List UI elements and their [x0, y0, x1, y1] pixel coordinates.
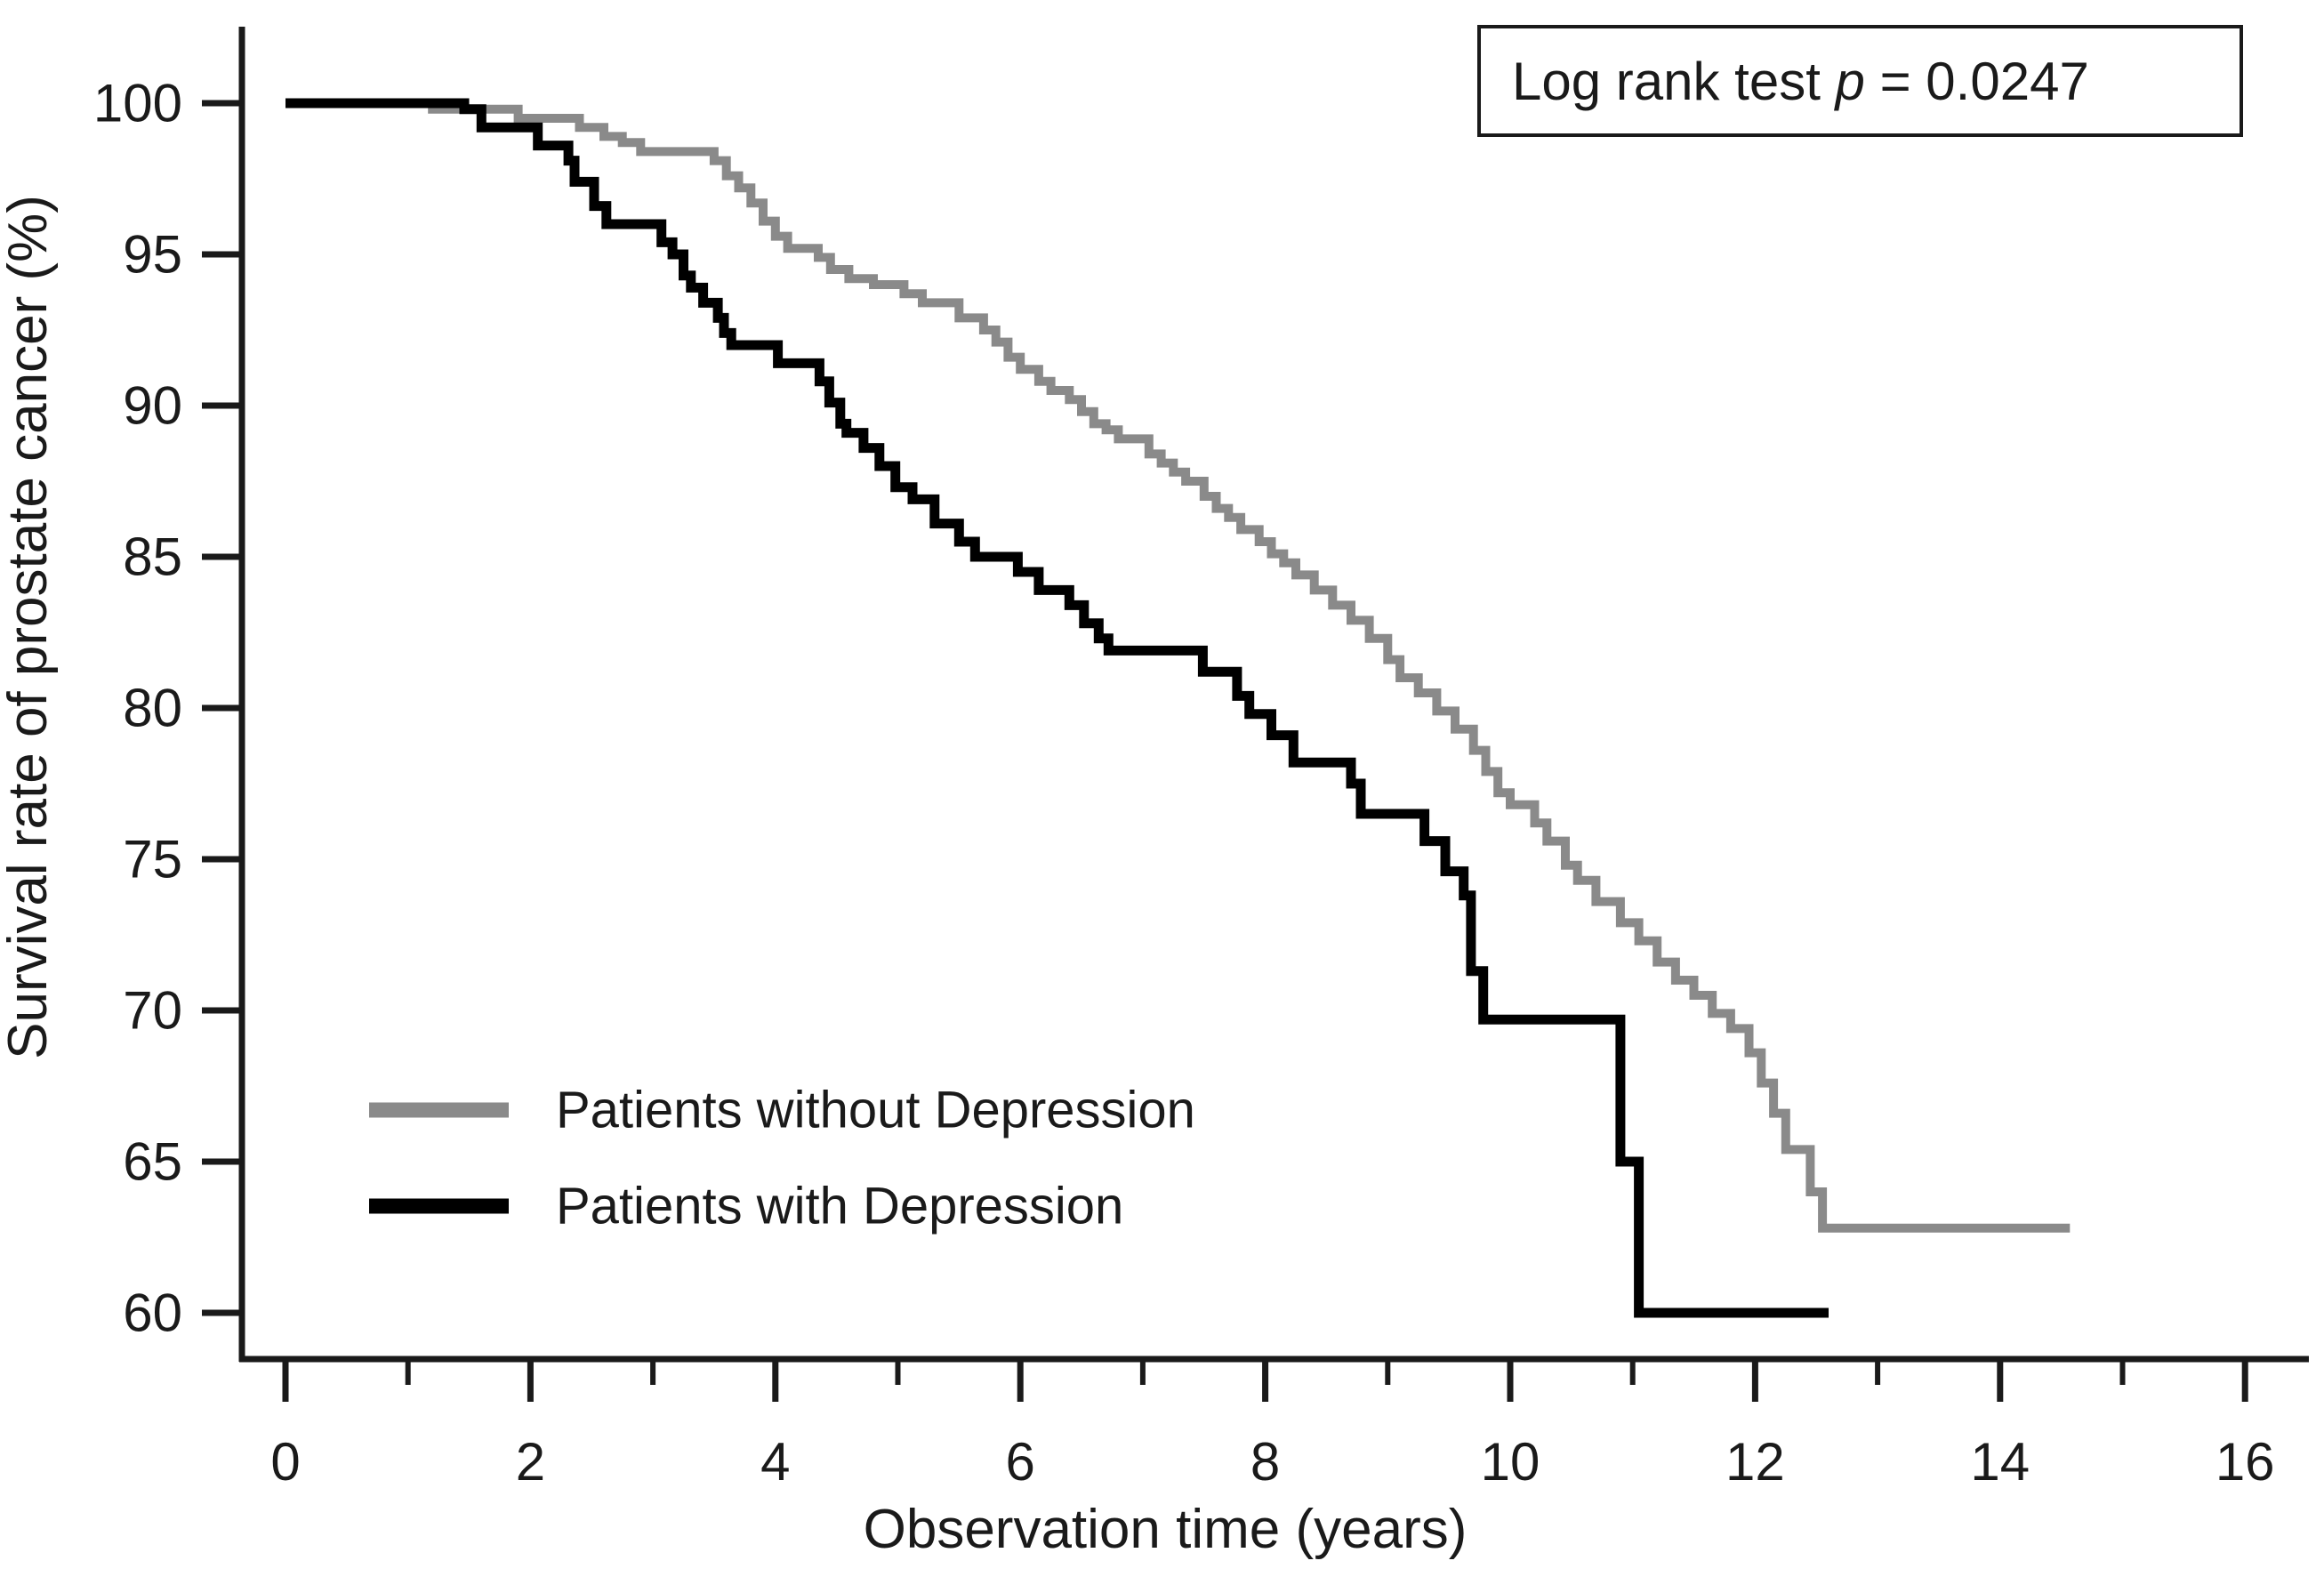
x-tick-label: 0 — [270, 1432, 300, 1492]
log-rank-p-symbol: p — [1834, 52, 1865, 111]
log-rank-value: = 0.0247 — [1865, 52, 2089, 111]
y-tick-label: 95 — [123, 225, 182, 285]
x-tick-group: 0 2 4 6 8 10 12 14 16 — [270, 1359, 2275, 1492]
x-tick-label: 2 — [516, 1432, 545, 1492]
y-tick-label: 100 — [93, 74, 182, 133]
y-tick-label: 85 — [123, 527, 182, 587]
y-tick-group: 100 95 90 85 80 75 70 65 60 — [93, 74, 242, 1343]
x-tick-label: 12 — [1725, 1432, 1785, 1492]
y-tick-label: 60 — [123, 1283, 182, 1343]
y-tick-label: 80 — [123, 679, 182, 738]
log-rank-box: Log rank test p = 0.0247 — [1477, 25, 2243, 137]
y-axis: 100 95 90 85 80 75 70 65 60 — [93, 27, 245, 1362]
x-tick-label: 4 — [760, 1432, 790, 1492]
y-tick-label: 70 — [123, 981, 182, 1041]
x-axis-title: Observation time (years) — [864, 1499, 1468, 1560]
legend-label-with-depression: Patients with Depression — [556, 1178, 1123, 1235]
y-axis-title: Survival rate of prostate cancer (%) — [0, 195, 59, 1059]
y-tick-label: 75 — [123, 830, 182, 889]
x-axis: 0 2 4 6 8 10 12 14 16 — [239, 1356, 2309, 1492]
log-rank-prefix: Log rank test — [1512, 52, 1836, 111]
curve-patients-without-depression — [285, 99, 2071, 1233]
curve-patients-with-depression — [285, 98, 1829, 1318]
legend-label-without-depression: Patients without Depression — [556, 1082, 1195, 1139]
x-tick-label: 16 — [2215, 1432, 2275, 1492]
log-rank-box-border — [1477, 25, 2243, 137]
legend: Patients without Depression Patients wit… — [369, 1082, 1195, 1235]
x-tick-label: 6 — [1006, 1432, 1035, 1492]
log-rank-text: Log rank test p = 0.0247 — [1512, 52, 2089, 111]
y-tick-label: 90 — [123, 376, 182, 436]
x-tick-label: 10 — [1481, 1432, 1540, 1492]
x-tick-label: 14 — [1970, 1432, 2030, 1492]
x-tick-label: 8 — [1250, 1432, 1280, 1492]
y-tick-label: 65 — [123, 1132, 182, 1192]
